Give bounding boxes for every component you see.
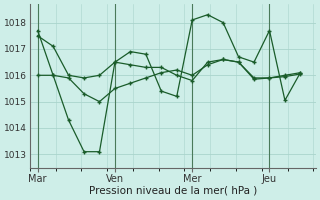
X-axis label: Pression niveau de la mer( hPa ): Pression niveau de la mer( hPa ) xyxy=(89,186,257,196)
